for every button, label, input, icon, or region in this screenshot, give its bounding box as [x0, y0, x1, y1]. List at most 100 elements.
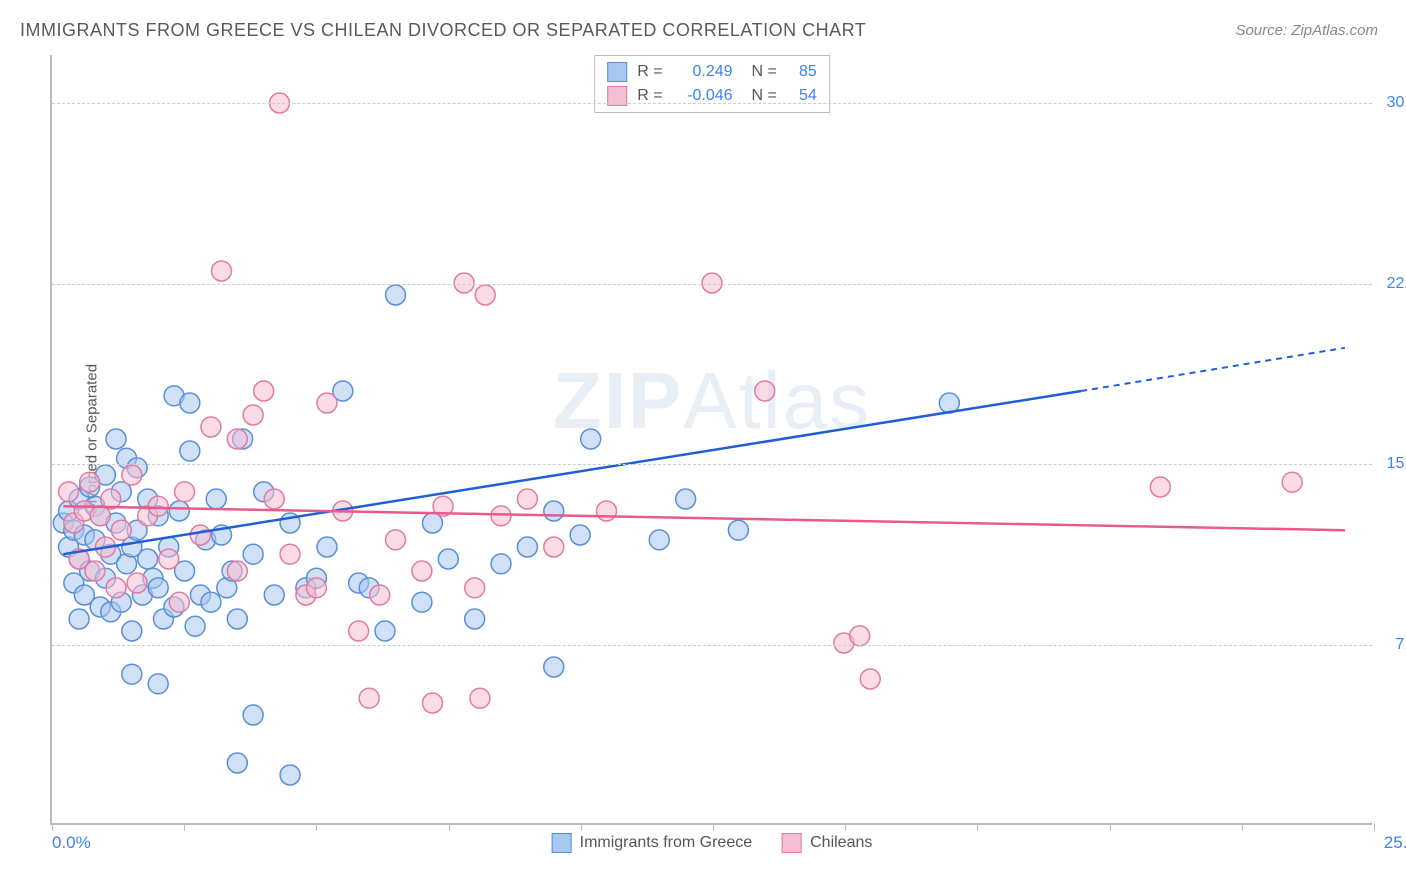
x-tick [845, 823, 846, 831]
data-point [412, 561, 432, 581]
data-point [201, 592, 221, 612]
y-tick-label: 30.0% [1387, 94, 1406, 112]
y-tick-label: 22.5% [1387, 275, 1406, 293]
data-point [59, 482, 79, 502]
x-tick [581, 823, 582, 831]
data-point [317, 393, 337, 413]
data-point [375, 621, 395, 641]
data-point [317, 537, 337, 557]
legend-swatch [607, 62, 627, 82]
data-point [106, 429, 126, 449]
data-point [212, 261, 232, 281]
data-point [755, 381, 775, 401]
data-point [1282, 472, 1302, 492]
x-tick [316, 823, 317, 831]
data-point [306, 578, 326, 598]
data-point [254, 381, 274, 401]
data-point [169, 592, 189, 612]
data-point [491, 506, 511, 526]
data-point [850, 626, 870, 646]
y-tick-label: 7.5% [1396, 636, 1406, 654]
x-tick [1374, 823, 1375, 831]
data-point [180, 441, 200, 461]
source-attribution: Source: ZipAtlas.com [1235, 22, 1378, 39]
data-point [412, 592, 432, 612]
data-point [422, 693, 442, 713]
data-point [280, 765, 300, 785]
data-point [581, 429, 601, 449]
x-axis-min-label: 0.0% [52, 833, 91, 853]
legend-series-label: Chileans [810, 834, 872, 852]
data-point [227, 753, 247, 773]
scatter-svg [52, 55, 1372, 823]
x-tick [52, 823, 53, 831]
data-point [280, 544, 300, 564]
data-point [370, 585, 390, 605]
data-point [728, 520, 748, 540]
data-point [122, 465, 142, 485]
data-point [190, 525, 210, 545]
data-point [159, 549, 179, 569]
data-point [148, 674, 168, 694]
legend-correlation-box: R = 0.249 N = 85 R =-0.046 N =54 [594, 55, 830, 113]
data-point [227, 561, 247, 581]
chart-plot-area: Divorced or Separated ZIPAtlas R =0.249 … [50, 55, 1372, 825]
data-point [517, 537, 537, 557]
data-point [243, 705, 263, 725]
data-point [169, 501, 189, 521]
n-value: 85 [787, 63, 817, 81]
x-tick [1110, 823, 1111, 831]
legend-series-item: Chileans [782, 833, 872, 853]
data-point [544, 657, 564, 677]
data-point [106, 578, 126, 598]
x-tick [977, 823, 978, 831]
data-point [85, 561, 105, 581]
n-label: N = [743, 63, 777, 81]
r-value: 0.249 [673, 63, 733, 81]
data-point [185, 616, 205, 636]
x-tick [184, 823, 185, 831]
data-point [111, 520, 131, 540]
data-point [359, 688, 379, 708]
data-point [122, 621, 142, 641]
data-point [243, 405, 263, 425]
legend-series: Immigrants from Greece Chileans [552, 833, 873, 853]
data-point [491, 554, 511, 574]
data-point [69, 609, 89, 629]
data-point [597, 501, 617, 521]
data-point [206, 489, 226, 509]
data-point [544, 501, 564, 521]
legend-swatch [552, 833, 572, 853]
gridline [52, 645, 1372, 646]
x-axis-max-label: 25.0% [1384, 833, 1406, 853]
data-point [860, 669, 880, 689]
data-point [175, 482, 195, 502]
x-tick [713, 823, 714, 831]
x-tick [449, 823, 450, 831]
data-point [465, 609, 485, 629]
gridline [52, 464, 1372, 465]
data-point [243, 544, 263, 564]
data-point [470, 688, 490, 708]
data-point [138, 549, 158, 569]
trend-line [63, 506, 1345, 530]
data-point [201, 417, 221, 437]
data-point [148, 496, 168, 516]
data-point [386, 285, 406, 305]
legend-correlation-row: R =-0.046 N =54 [607, 84, 817, 108]
x-tick [1242, 823, 1243, 831]
data-point [227, 609, 247, 629]
legend-correlation-row: R = 0.249 N = 85 [607, 60, 817, 84]
data-point [465, 578, 485, 598]
legend-series-label: Immigrants from Greece [580, 834, 752, 852]
data-point [264, 585, 284, 605]
data-point [122, 664, 142, 684]
data-point [349, 621, 369, 641]
data-point [180, 393, 200, 413]
data-point [475, 285, 495, 305]
legend-series-item: Immigrants from Greece [552, 833, 752, 853]
data-point [676, 489, 696, 509]
data-point [386, 530, 406, 550]
r-label: R = [637, 63, 662, 81]
data-point [80, 472, 100, 492]
